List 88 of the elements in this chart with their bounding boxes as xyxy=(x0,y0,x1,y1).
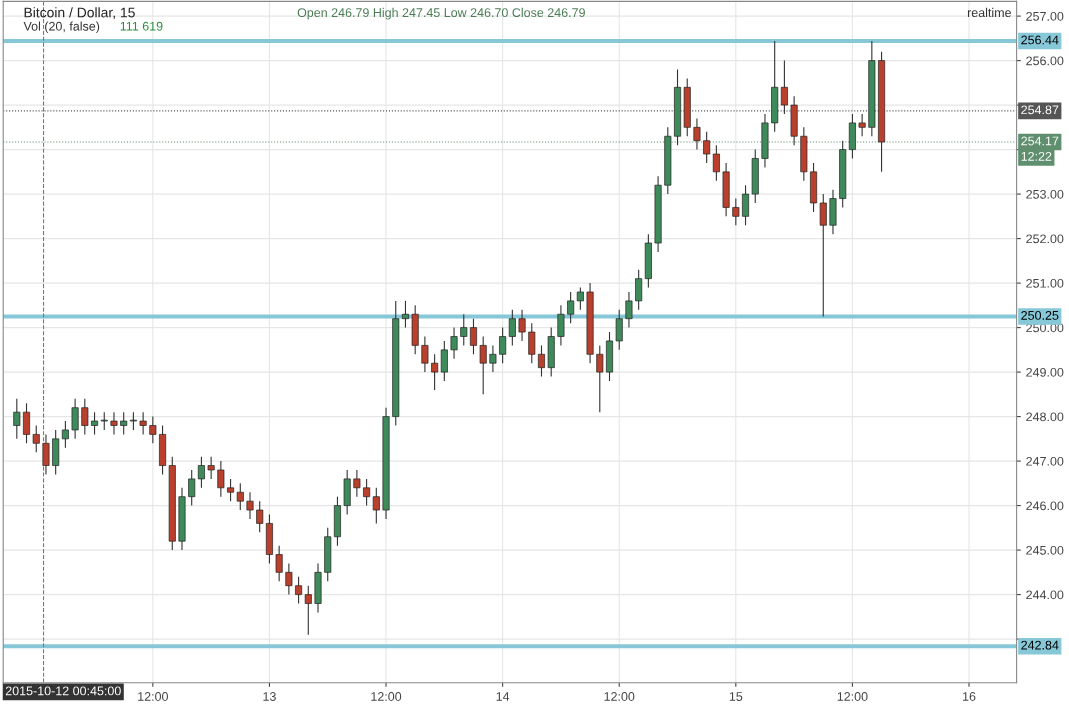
candlestick xyxy=(42,433,50,475)
candlestick xyxy=(567,291,575,324)
y-tick-label: 250.00 xyxy=(1026,323,1064,333)
annotation: Open 246.79 High 247.45 Low 246.70 Close 246.79 xyxy=(297,7,585,20)
candlestick xyxy=(149,416,157,444)
y-tick-label: 249.00 xyxy=(1026,367,1064,377)
candlestick xyxy=(71,398,79,440)
candlestick xyxy=(110,411,118,435)
candlestick xyxy=(372,487,380,524)
x-tick-label: 13 xyxy=(263,692,276,701)
candlestick xyxy=(440,340,448,382)
candlestick xyxy=(703,131,711,164)
ref-line-label: 242.84 xyxy=(1021,640,1059,650)
x-tick-label: 12:00 xyxy=(837,692,868,701)
ref-line-label: 2015-10-12 00:45:00 xyxy=(5,686,121,696)
candlestick xyxy=(256,500,264,533)
x-tick-label: 14 xyxy=(496,692,510,701)
candlestick xyxy=(227,478,235,502)
candlestick xyxy=(732,197,740,226)
chart-title: Bitcoin / Dollar, 15 xyxy=(24,7,135,20)
candlestick xyxy=(625,291,633,329)
candlestick xyxy=(819,193,827,318)
candlestick xyxy=(479,335,487,395)
ref-line-label: 254.17 xyxy=(1021,136,1059,146)
candlestick xyxy=(693,117,701,151)
x-tick-label: 15 xyxy=(729,692,743,701)
y-tick-label: 256.00 xyxy=(1026,56,1064,66)
candlestick xyxy=(508,309,516,346)
candlestick xyxy=(217,460,225,498)
candlestick xyxy=(120,411,128,435)
candlestick xyxy=(780,60,788,115)
candlestick xyxy=(207,456,215,480)
candlestick xyxy=(401,300,409,329)
candlestick xyxy=(450,327,458,360)
candlestick xyxy=(596,344,604,413)
candlestick xyxy=(363,478,371,507)
x-tick-label: 16 xyxy=(963,692,976,701)
candlestick xyxy=(635,269,643,311)
candlestick xyxy=(275,545,283,582)
candlestick xyxy=(528,322,536,364)
candlestick xyxy=(421,335,429,373)
candlestick xyxy=(139,411,147,435)
candlestick xyxy=(188,469,196,507)
y-tick-label: 248.00 xyxy=(1026,412,1064,422)
candlestick xyxy=(460,313,468,346)
candlestick xyxy=(285,562,293,596)
candlestick xyxy=(615,309,623,351)
candlestick xyxy=(742,184,750,226)
candlestick xyxy=(469,318,477,355)
candlestick xyxy=(499,327,507,364)
candlestick xyxy=(576,286,584,311)
candlestick xyxy=(858,113,866,137)
candlestick xyxy=(197,456,205,489)
ref-line-label: 256.44 xyxy=(1021,35,1059,45)
y-tick-label: 247.00 xyxy=(1026,456,1064,466)
candlestick xyxy=(431,353,439,391)
candlestick xyxy=(32,424,40,453)
x-tick-label: 12:00 xyxy=(604,692,635,701)
annotation: Vol (20, false) xyxy=(23,21,100,34)
y-tick-label: 251.00 xyxy=(1026,278,1064,288)
candlestick xyxy=(236,482,244,511)
candlestick xyxy=(304,585,312,636)
y-tick-label: 252.00 xyxy=(1026,234,1064,244)
x-tick-label: 12:00 xyxy=(371,692,402,701)
candlestick xyxy=(13,398,21,440)
y-tick-label: 244.00 xyxy=(1026,590,1064,600)
candlestick xyxy=(537,344,545,378)
x-tick-label: 12:00 xyxy=(138,692,168,701)
annotation: realtime xyxy=(967,7,1011,18)
candlestick xyxy=(295,576,303,605)
candlestick xyxy=(557,304,565,346)
ref-line-label: 250.25 xyxy=(1021,310,1059,320)
annotation: 111 619 xyxy=(120,21,163,31)
candlestick xyxy=(246,491,254,520)
candlestick xyxy=(23,402,31,444)
candlestick xyxy=(61,420,69,449)
y-tick-label: 246.00 xyxy=(1026,501,1064,511)
candlestick xyxy=(712,144,720,182)
text: 12:22 xyxy=(1021,151,1052,161)
candlestick xyxy=(353,469,361,498)
ref-line-label: 254.87 xyxy=(1021,105,1059,115)
candlestick xyxy=(81,398,89,435)
y-tick-label: 253.00 xyxy=(1026,189,1064,199)
candlestick xyxy=(91,411,99,435)
y-tick-label: 245.00 xyxy=(1026,545,1064,555)
candlestick xyxy=(489,344,497,373)
y-tick-label: 257.00 xyxy=(1026,11,1064,21)
candlestick xyxy=(518,309,526,342)
